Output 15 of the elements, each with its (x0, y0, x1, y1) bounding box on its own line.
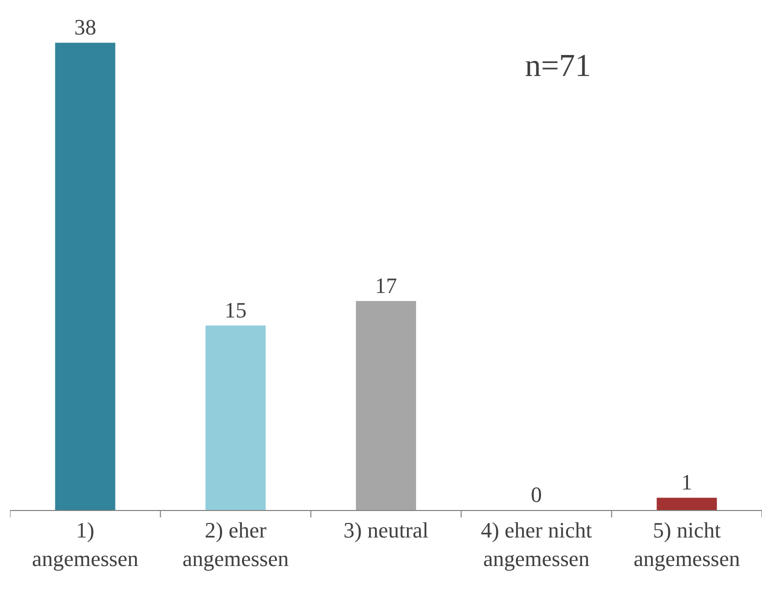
data-label: 17 (375, 272, 397, 298)
x-tick-label: 1) angemessen (32, 517, 138, 571)
x-tick-label: 3) neutral (344, 517, 428, 542)
x-tick-label: 4) eher nicht angemessen (480, 517, 592, 571)
bar (656, 498, 717, 510)
x-tick-label: 2) eher angemessen (182, 517, 289, 571)
data-label: 1 (681, 470, 692, 495)
data-label: 15 (224, 298, 247, 323)
x-tick-label: 5) nicht angemessen (634, 517, 740, 571)
annotation: n=71 (525, 47, 592, 83)
data-label: 38 (74, 14, 96, 40)
bar (55, 42, 116, 510)
data-label: 0 (530, 482, 542, 507)
bar (356, 300, 416, 510)
bar (206, 326, 266, 510)
